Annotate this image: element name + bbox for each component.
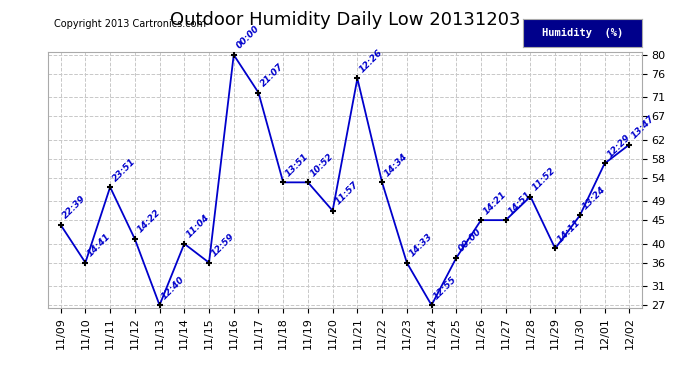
Text: Copyright 2013 Cartronics.com: Copyright 2013 Cartronics.com: [55, 20, 206, 29]
Text: 14:51: 14:51: [506, 189, 533, 216]
Text: 23:51: 23:51: [110, 156, 137, 183]
Text: 00:00: 00:00: [235, 24, 261, 51]
Text: 14:41: 14:41: [86, 232, 112, 258]
Text: 11:04: 11:04: [185, 213, 211, 240]
Text: 13:47: 13:47: [630, 114, 656, 140]
Text: 14:33: 14:33: [407, 232, 434, 258]
Text: 14:22: 14:22: [135, 208, 162, 235]
Text: 14:34: 14:34: [383, 152, 409, 178]
Text: 12:26: 12:26: [358, 48, 384, 74]
Text: 12:40: 12:40: [160, 274, 187, 301]
Text: 13:51: 13:51: [284, 152, 310, 178]
Text: 21:07: 21:07: [259, 62, 286, 88]
Text: Outdoor Humidity Daily Low 20131203: Outdoor Humidity Daily Low 20131203: [170, 11, 520, 29]
Text: 10:52: 10:52: [308, 152, 335, 178]
Text: 14:11: 14:11: [555, 218, 582, 244]
Text: 14:21: 14:21: [482, 189, 508, 216]
Text: 12:29: 12:29: [605, 133, 632, 159]
Text: 13:24: 13:24: [580, 184, 607, 211]
Text: 00:00: 00:00: [457, 227, 484, 254]
Text: 11:52: 11:52: [531, 166, 558, 192]
Text: 12:59: 12:59: [210, 232, 236, 258]
Text: 11:57: 11:57: [333, 180, 359, 207]
Text: 12:55: 12:55: [432, 274, 459, 301]
Text: 22:39: 22:39: [61, 194, 88, 221]
